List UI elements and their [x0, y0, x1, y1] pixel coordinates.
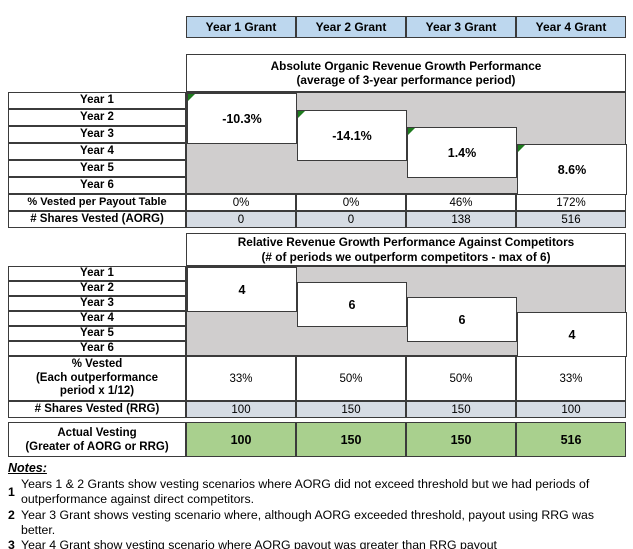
rrg-pct-grant-3: 50%: [406, 356, 516, 401]
grant-header-year-1: Year 1 Grant: [186, 16, 296, 38]
aorg-value-grant-4: 8.6%: [557, 162, 587, 177]
rrg-pct-row-label-line3: period x 1/12): [59, 385, 135, 398]
rrg-shares-grant-1: 100: [186, 401, 296, 418]
aorg-row-label-year-5: Year 5: [8, 160, 186, 177]
rrg-pct-grant-1: 33%: [186, 356, 296, 401]
aorg-row-label-year-1: Year 1: [8, 92, 186, 109]
rrg-value-grant-1: 4: [238, 282, 246, 297]
grant-header-year-3: Year 3 Grant: [406, 16, 516, 38]
rrg-section-header: Relative Revenue Growth Performance Agai…: [186, 233, 626, 266]
actual-vesting-label-line1: Actual Vesting: [57, 426, 137, 439]
aorg-value-cell-grant-4: 8.6%: [517, 144, 627, 195]
rrg-pct-grant-4: 33%: [516, 356, 626, 401]
rrg-value-cell-grant-3: 6: [407, 297, 517, 342]
aorg-pct-grant-2: 0%: [296, 194, 406, 211]
note-number: 1: [8, 484, 15, 499]
note-text: Years 1 & 2 Grants show vesting scenario…: [21, 477, 590, 507]
aorg-row-label-year-6: Year 6: [8, 177, 186, 194]
rrg-value-cell-grant-2: 6: [297, 282, 407, 327]
rrg-row-label-year-4: Year 4: [8, 311, 186, 326]
note-text: Year 4 Grant show vesting scenario where…: [21, 538, 497, 549]
aorg-section-header: Absolute Organic Revenue Growth Performa…: [186, 54, 626, 92]
actual-vesting-grant-4: 516: [516, 422, 626, 457]
formula-warning-icon: [298, 111, 305, 118]
rrg-shares-grant-2: 150: [296, 401, 406, 418]
note-item-3: 3 Year 4 Grant show vesting scenario whe…: [8, 538, 628, 549]
grant-header-year-4: Year 4 Grant: [516, 16, 626, 38]
actual-vesting-label-line2: (Greater of AORG or RRG): [25, 440, 169, 453]
note-item-2: 2 Year 3 Grant shows vesting scenario wh…: [8, 508, 628, 539]
aorg-shares-grant-4: 516: [516, 211, 626, 228]
note-number: 3: [8, 538, 15, 549]
note-number: 2: [8, 507, 15, 522]
actual-vesting-row-label: Actual Vesting (Greater of AORG or RRG): [8, 422, 186, 457]
rrg-row-label-year-2: Year 2: [8, 281, 186, 296]
aorg-shares-grant-3: 138: [406, 211, 516, 228]
rrg-value-cell-grant-4: 4: [517, 312, 627, 357]
aorg-value-grant-3: 1.4%: [447, 145, 477, 160]
aorg-row-label-year-2: Year 2: [8, 109, 186, 126]
aorg-value-cell-grant-1: -10.3%: [187, 93, 297, 144]
rrg-shares-grant-3: 150: [406, 401, 516, 418]
rrg-value-grant-2: 6: [348, 297, 356, 312]
note-text: Year 3 Grant shows vesting scenario wher…: [21, 507, 595, 537]
grant-header-year-2: Year 2 Grant: [296, 16, 406, 38]
rrg-row-label-year-6: Year 6: [8, 341, 186, 356]
aorg-value-grant-2: -14.1%: [332, 128, 372, 143]
actual-vesting-grant-3: 150: [406, 422, 516, 457]
rrg-row-label-year-1: Year 1: [8, 266, 186, 281]
rrg-value-cell-grant-1: 4: [187, 267, 297, 312]
aorg-shares-row-label: # Shares Vested (AORG): [8, 211, 186, 228]
rrg-section-title-line2: (# of periods we outperform competitors …: [261, 249, 551, 264]
aorg-row-label-year-3: Year 3: [8, 126, 186, 143]
aorg-section-title-line2: (average of 3-year performance period): [296, 73, 516, 87]
aorg-section-title-line1: Absolute Organic Revenue Growth Performa…: [270, 58, 542, 73]
aorg-pct-grant-4: 172%: [516, 194, 626, 211]
rrg-value-grant-3: 6: [458, 312, 466, 327]
rrg-pct-row-label: % Vested (Each outperformance period x 1…: [8, 356, 186, 401]
rrg-section-title-line1: Relative Revenue Growth Performance Agai…: [237, 235, 575, 249]
note-item-1: 1 Years 1 & 2 Grants show vesting scenar…: [8, 477, 628, 508]
formula-warning-icon: [408, 128, 415, 135]
aorg-value-cell-grant-2: -14.1%: [297, 110, 407, 161]
formula-warning-icon: [518, 145, 525, 152]
aorg-value-grant-1: -10.3%: [222, 111, 262, 126]
formula-warning-icon: [188, 94, 195, 101]
rrg-shares-row-label: # Shares Vested (RRG): [8, 401, 186, 418]
aorg-shares-grant-2: 0: [296, 211, 406, 228]
aorg-shares-grant-1: 0: [186, 211, 296, 228]
aorg-performance-region: -10.3% -14.1% 1.4% 8.6%: [186, 92, 627, 195]
rrg-pct-row-label-line2: (Each outperformance: [35, 371, 159, 384]
rrg-shares-grant-4: 100: [516, 401, 626, 418]
aorg-row-label-year-4: Year 4: [8, 143, 186, 160]
aorg-value-cell-grant-3: 1.4%: [407, 127, 517, 178]
notes-title: Notes:: [8, 461, 47, 475]
rrg-pct-row-label-line1: % Vested: [71, 358, 123, 371]
aorg-pct-grant-3: 46%: [406, 194, 516, 211]
actual-vesting-grant-2: 150: [296, 422, 406, 457]
aorg-pct-grant-1: 0%: [186, 194, 296, 211]
rrg-pct-grant-2: 50%: [296, 356, 406, 401]
aorg-pct-row-label: % Vested per Payout Table: [8, 194, 186, 211]
notes-section: Notes: 1 Years 1 & 2 Grants show vesting…: [8, 459, 628, 549]
rrg-row-label-year-3: Year 3: [8, 296, 186, 311]
rrg-value-grant-4: 4: [568, 327, 576, 342]
rrg-performance-region: 4 6 6 4: [186, 266, 627, 357]
actual-vesting-grant-1: 100: [186, 422, 296, 457]
rrg-row-label-year-5: Year 5: [8, 326, 186, 341]
